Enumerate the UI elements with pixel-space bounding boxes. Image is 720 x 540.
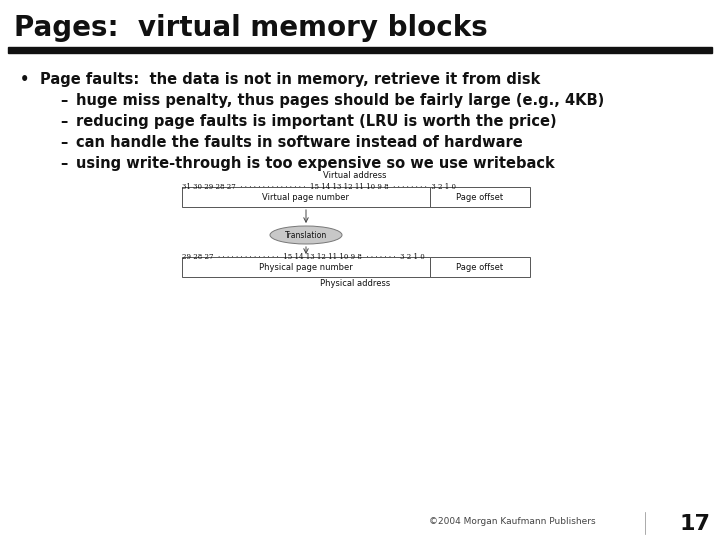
Text: –: – — [60, 93, 67, 108]
Text: Pages:  virtual memory blocks: Pages: virtual memory blocks — [14, 14, 487, 42]
Text: –: – — [60, 135, 67, 150]
Text: using write-through is too expensive so we use writeback: using write-through is too expensive so … — [76, 156, 554, 171]
Bar — [182, 187, 430, 207]
Text: Page offset: Page offset — [456, 262, 503, 272]
Text: Page offset: Page offset — [456, 192, 503, 201]
Text: reducing page faults is important (LRU is worth the price): reducing page faults is important (LRU i… — [76, 114, 557, 129]
Bar — [430, 257, 530, 277]
Text: –: – — [60, 114, 67, 129]
Text: 29 28 27  · · · · · · · · · · · · · ·  15 14 13 12 11 10 9 8  · · · · · · ·  3 2: 29 28 27 · · · · · · · · · · · · · · 15 … — [182, 253, 425, 261]
Text: 31 30 29 28 27  · · · · · · · · · · · · · · ·  15 14 13 12 11 10 9 8  · · · · · : 31 30 29 28 27 · · · · · · · · · · · · ·… — [182, 183, 456, 191]
Text: can handle the faults in software instead of hardware: can handle the faults in software instea… — [76, 135, 523, 150]
Text: 17: 17 — [679, 514, 710, 534]
Text: •: • — [20, 72, 30, 87]
Text: huge miss penalty, thus pages should be fairly large (e.g., 4KB): huge miss penalty, thus pages should be … — [76, 93, 604, 108]
Text: Virtual address: Virtual address — [323, 171, 387, 180]
Bar — [8, 47, 712, 53]
Text: –: – — [60, 156, 67, 171]
Bar — [182, 257, 430, 277]
Text: ©2004 Morgan Kaufmann Publishers: ©2004 Morgan Kaufmann Publishers — [429, 517, 596, 526]
Bar — [430, 187, 530, 207]
Ellipse shape — [270, 226, 342, 244]
Text: Physical page number: Physical page number — [259, 262, 353, 272]
Text: Page faults:  the data is not in memory, retrieve it from disk: Page faults: the data is not in memory, … — [40, 72, 541, 87]
Text: Physical address: Physical address — [320, 279, 390, 288]
Text: Translation: Translation — [285, 231, 327, 240]
Text: Virtual page number: Virtual page number — [263, 192, 349, 201]
